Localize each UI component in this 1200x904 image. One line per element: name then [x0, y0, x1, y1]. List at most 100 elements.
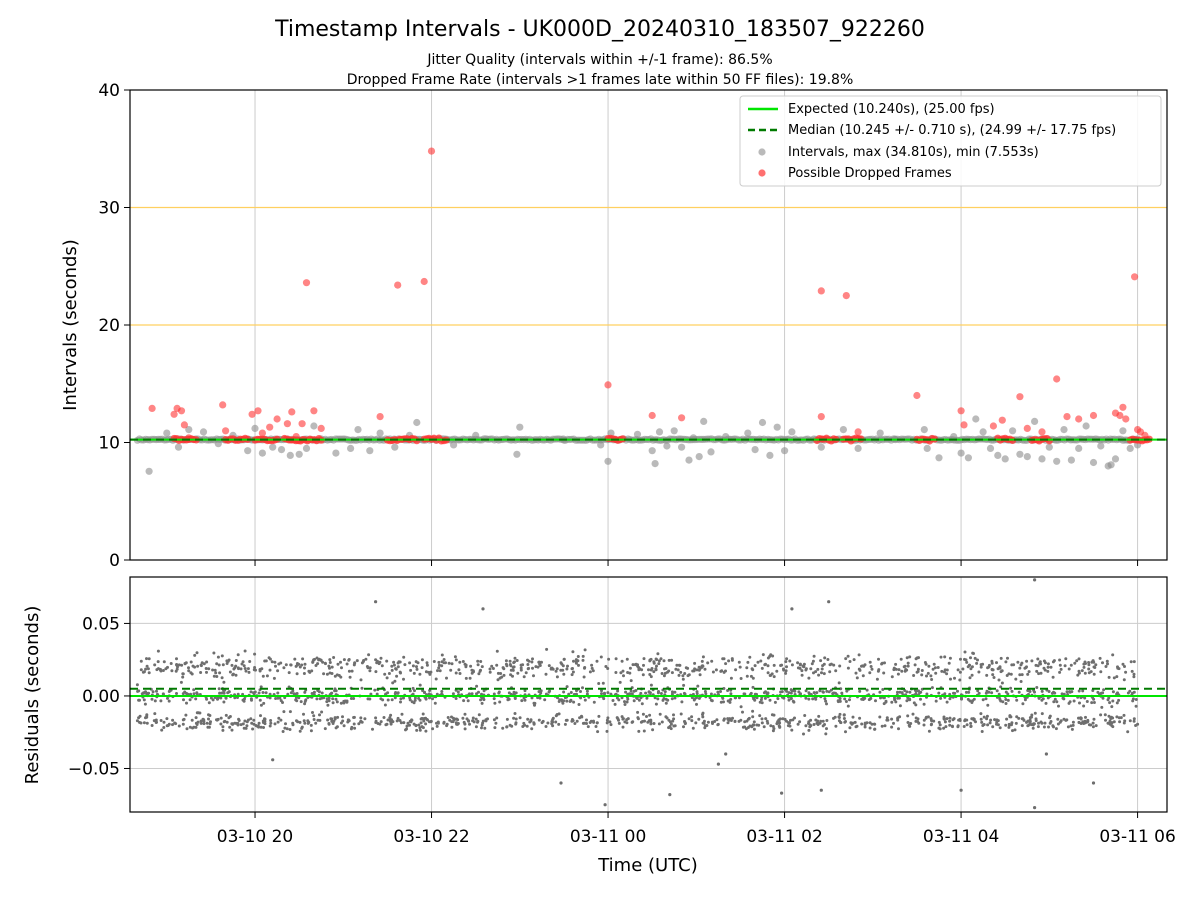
dropped-frame-point: [818, 413, 825, 420]
residual-point: [727, 659, 730, 662]
residual-point: [799, 663, 802, 666]
residual-point: [276, 692, 279, 695]
dropped-frame-point: [958, 407, 965, 414]
residual-point: [628, 692, 631, 695]
residual-point: [927, 715, 930, 718]
residual-point: [262, 691, 265, 694]
residual-point: [340, 702, 343, 705]
residual-point: [192, 688, 195, 691]
dropped-frame-point: [428, 148, 435, 155]
residual-point: [143, 698, 146, 701]
residual-point: [404, 728, 407, 731]
residual-point: [162, 726, 165, 729]
residual-point: [812, 660, 815, 663]
residual-point: [336, 700, 339, 703]
residual-point: [930, 723, 933, 726]
residual-point: [196, 651, 199, 654]
residual-point: [900, 670, 903, 673]
residual-point: [220, 717, 223, 720]
interval-point: [685, 457, 692, 464]
residual-point: [840, 692, 843, 695]
interval-point: [840, 426, 847, 433]
residual-point: [643, 730, 646, 733]
residual-point: [481, 724, 484, 727]
residual-point: [424, 730, 427, 733]
residual-point: [1035, 686, 1038, 689]
residual-point: [247, 719, 250, 722]
residual-point: [904, 665, 907, 668]
residual-point: [462, 699, 465, 702]
residual-point: [223, 720, 226, 723]
residual-point: [729, 701, 732, 704]
residual-point: [565, 700, 568, 703]
residual-point: [971, 674, 974, 677]
residual-point: [671, 671, 674, 674]
residual-point: [1065, 718, 1068, 721]
residual-point: [378, 662, 381, 665]
residual-point: [562, 673, 565, 676]
residual-point: [925, 675, 928, 678]
residual-point: [678, 674, 681, 677]
residual-point: [318, 713, 321, 716]
residual-point: [1036, 658, 1039, 661]
interval-point: [244, 447, 251, 454]
legend-intervals-label: Intervals, max (34.810s), min (7.553s): [788, 145, 1039, 160]
residual-point: [825, 702, 828, 705]
residual-point: [1113, 720, 1116, 723]
residual-point: [413, 723, 416, 726]
residual-point: [769, 653, 772, 656]
dropped-frame-point: [1038, 428, 1045, 435]
interval-point: [287, 452, 294, 459]
residual-point: [380, 720, 383, 723]
residual-point: [649, 659, 652, 662]
residual-point: [1026, 724, 1029, 727]
residual-point: [248, 660, 251, 663]
residual-point: [538, 690, 541, 693]
residual-point: [780, 664, 783, 667]
residual-point: [637, 717, 640, 720]
residual-point: [1037, 672, 1040, 675]
residual-point: [991, 668, 994, 671]
residual-point: [862, 698, 865, 701]
residual-point: [195, 722, 198, 725]
residual-point: [1030, 659, 1033, 662]
residual-point: [1080, 722, 1083, 725]
residual-point: [361, 661, 364, 664]
residual-point: [390, 721, 393, 724]
residual-point: [1126, 730, 1129, 733]
residual-point: [189, 726, 192, 729]
residual-point: [1086, 700, 1089, 703]
residual-point: [257, 726, 260, 729]
residual-point: [779, 717, 782, 720]
residual-point: [585, 719, 588, 722]
residual-point: [531, 667, 534, 670]
residual-point: [1133, 717, 1136, 720]
residual-point: [254, 724, 257, 727]
residual-point: [290, 691, 293, 694]
residual-point: [877, 670, 880, 673]
interval-point: [450, 441, 457, 448]
residual-point: [696, 692, 699, 695]
residual-point: [981, 730, 984, 733]
residual-point: [741, 711, 744, 714]
interval-point: [935, 454, 942, 461]
residual-point: [562, 691, 565, 694]
residual-point: [658, 659, 661, 662]
residual-point: [580, 715, 583, 718]
residual-point: [778, 720, 781, 723]
interval-point: [980, 428, 987, 435]
residual-point: [1042, 697, 1045, 700]
residual-point: [908, 655, 911, 658]
interval-point: [965, 454, 972, 461]
residual-point: [607, 658, 610, 661]
residual-point: [170, 669, 173, 672]
residual-point: [269, 719, 272, 722]
residual-point: [180, 681, 183, 684]
residual-point: [1101, 691, 1104, 694]
residual-point: [983, 723, 986, 726]
residual-point: [653, 722, 656, 725]
residual-point: [213, 675, 216, 678]
residual-point: [942, 727, 945, 730]
residual-point: [311, 660, 314, 663]
